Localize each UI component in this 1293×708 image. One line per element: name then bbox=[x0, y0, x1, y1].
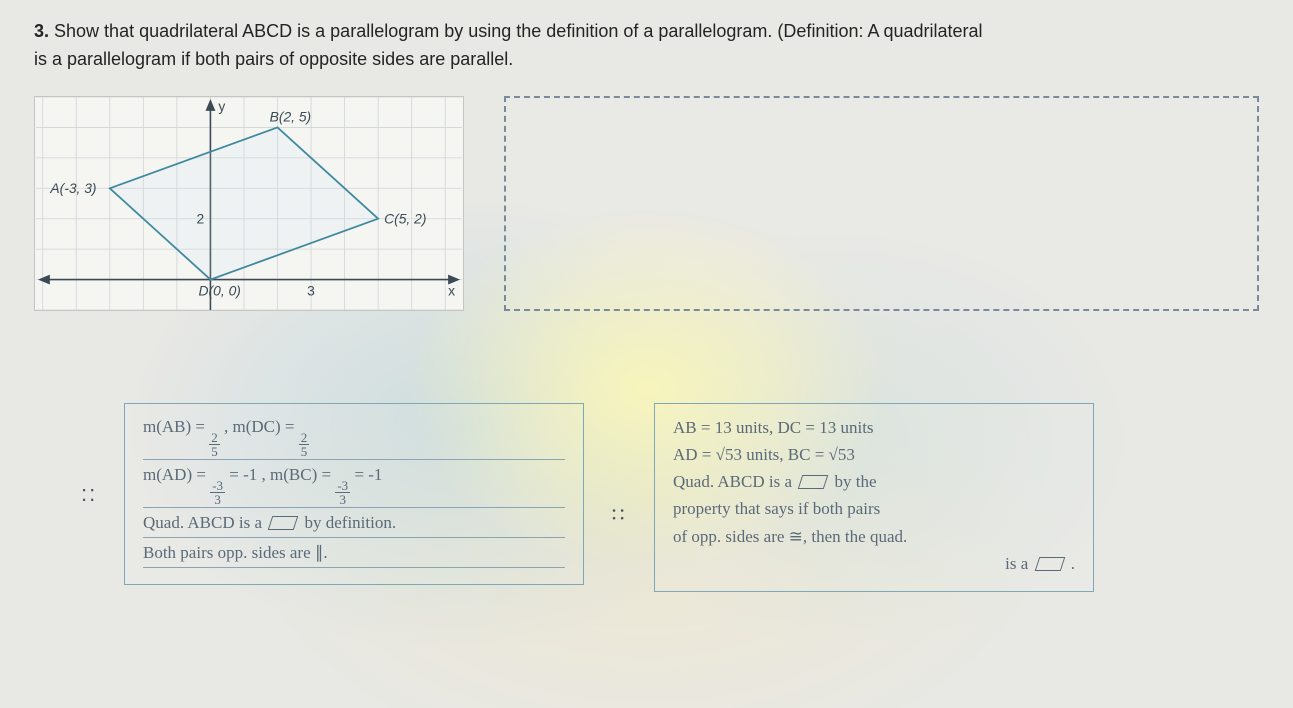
svg-text:D(0, 0): D(0, 0) bbox=[199, 282, 241, 298]
problem-statement: 3. Show that quadrilateral ABCD is a par… bbox=[34, 18, 1259, 74]
svg-text:3: 3 bbox=[307, 282, 315, 298]
dist-line-1: AB = 13 units, DC = 13 units bbox=[673, 414, 1075, 441]
answer-option-distances[interactable]: :: AB = 13 units, DC = 13 units AD = √53… bbox=[654, 403, 1094, 592]
dist-line-6: is a . bbox=[673, 550, 1075, 577]
slope-line-4: Both pairs opp. sides are ∥. bbox=[143, 540, 565, 568]
problem-line2: is a parallelogram if both pairs of oppo… bbox=[34, 49, 513, 69]
coordinate-graph: A(-3, 3) B(2, 5) C(5, 2) D(0, 0) y x 3 2 bbox=[34, 96, 464, 311]
svg-text:A(-3, 3): A(-3, 3) bbox=[49, 180, 96, 196]
drag-handle-icon[interactable]: :: bbox=[81, 481, 97, 507]
svg-text:x: x bbox=[448, 282, 455, 298]
student-work-area[interactable] bbox=[504, 96, 1259, 311]
graph-svg: A(-3, 3) B(2, 5) C(5, 2) D(0, 0) y x 3 2 bbox=[35, 97, 463, 310]
slope-line-3: Quad. ABCD is a by definition. bbox=[143, 510, 565, 538]
svg-text:y: y bbox=[218, 98, 225, 114]
dist-line-5: of opp. sides are ≅, then the quad. bbox=[673, 523, 1075, 550]
parallelogram-icon bbox=[268, 516, 299, 530]
dist-line-3: Quad. ABCD is a by the bbox=[673, 468, 1075, 495]
answer-option-slopes[interactable]: :: m(AB) = 25 , m(DC) = 25 m(AD) = -33 =… bbox=[124, 403, 584, 586]
dist-line-2: AD = √53 units, BC = √53 bbox=[673, 441, 1075, 468]
svg-text:C(5, 2): C(5, 2) bbox=[384, 210, 426, 226]
problem-line1: Show that quadrilateral ABCD is a parall… bbox=[54, 21, 983, 41]
drag-handle-icon[interactable]: :: bbox=[611, 495, 627, 530]
dist-line-4: property that says if both pairs bbox=[673, 495, 1075, 522]
slope-line-2: m(AD) = -33 = -1 , m(BC) = -33 = -1 bbox=[143, 462, 565, 508]
svg-text:2: 2 bbox=[197, 210, 205, 226]
svg-text:B(2, 5): B(2, 5) bbox=[270, 108, 312, 124]
slope-line-1: m(AB) = 25 , m(DC) = 25 bbox=[143, 414, 565, 460]
parallelogram-icon bbox=[798, 475, 829, 489]
problem-number: 3. bbox=[34, 21, 49, 41]
parallelogram-icon bbox=[1034, 557, 1065, 571]
